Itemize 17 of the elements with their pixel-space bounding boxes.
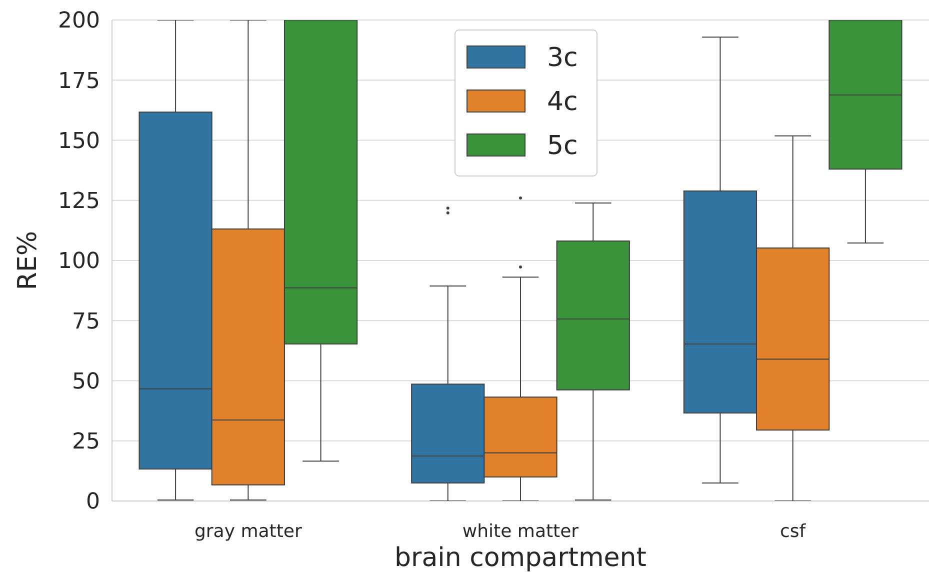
y-tick-label: 125 — [58, 189, 100, 214]
x-tick-label: gray matter — [194, 521, 302, 542]
y-tick-label: 150 — [58, 128, 100, 154]
y-tick-label: 200 — [58, 8, 100, 34]
legend-label: 5c — [547, 131, 578, 162]
x-axis-title: brain compartment — [394, 543, 646, 573]
y-tick-label: 50 — [72, 369, 100, 394]
y-tick-label: 0 — [86, 490, 100, 515]
x-tick-label: white matter — [462, 521, 580, 542]
y-tick-label: 175 — [58, 68, 100, 94]
legend-label: 3c — [547, 43, 578, 74]
y-tick-label: 25 — [72, 430, 100, 455]
y-tick-label: 100 — [58, 249, 100, 274]
y-axis-title: RE% — [13, 230, 43, 290]
legend-label: 4c — [547, 87, 578, 118]
y-tick-label: 75 — [72, 309, 100, 334]
x-tick-label: csf — [780, 521, 806, 542]
